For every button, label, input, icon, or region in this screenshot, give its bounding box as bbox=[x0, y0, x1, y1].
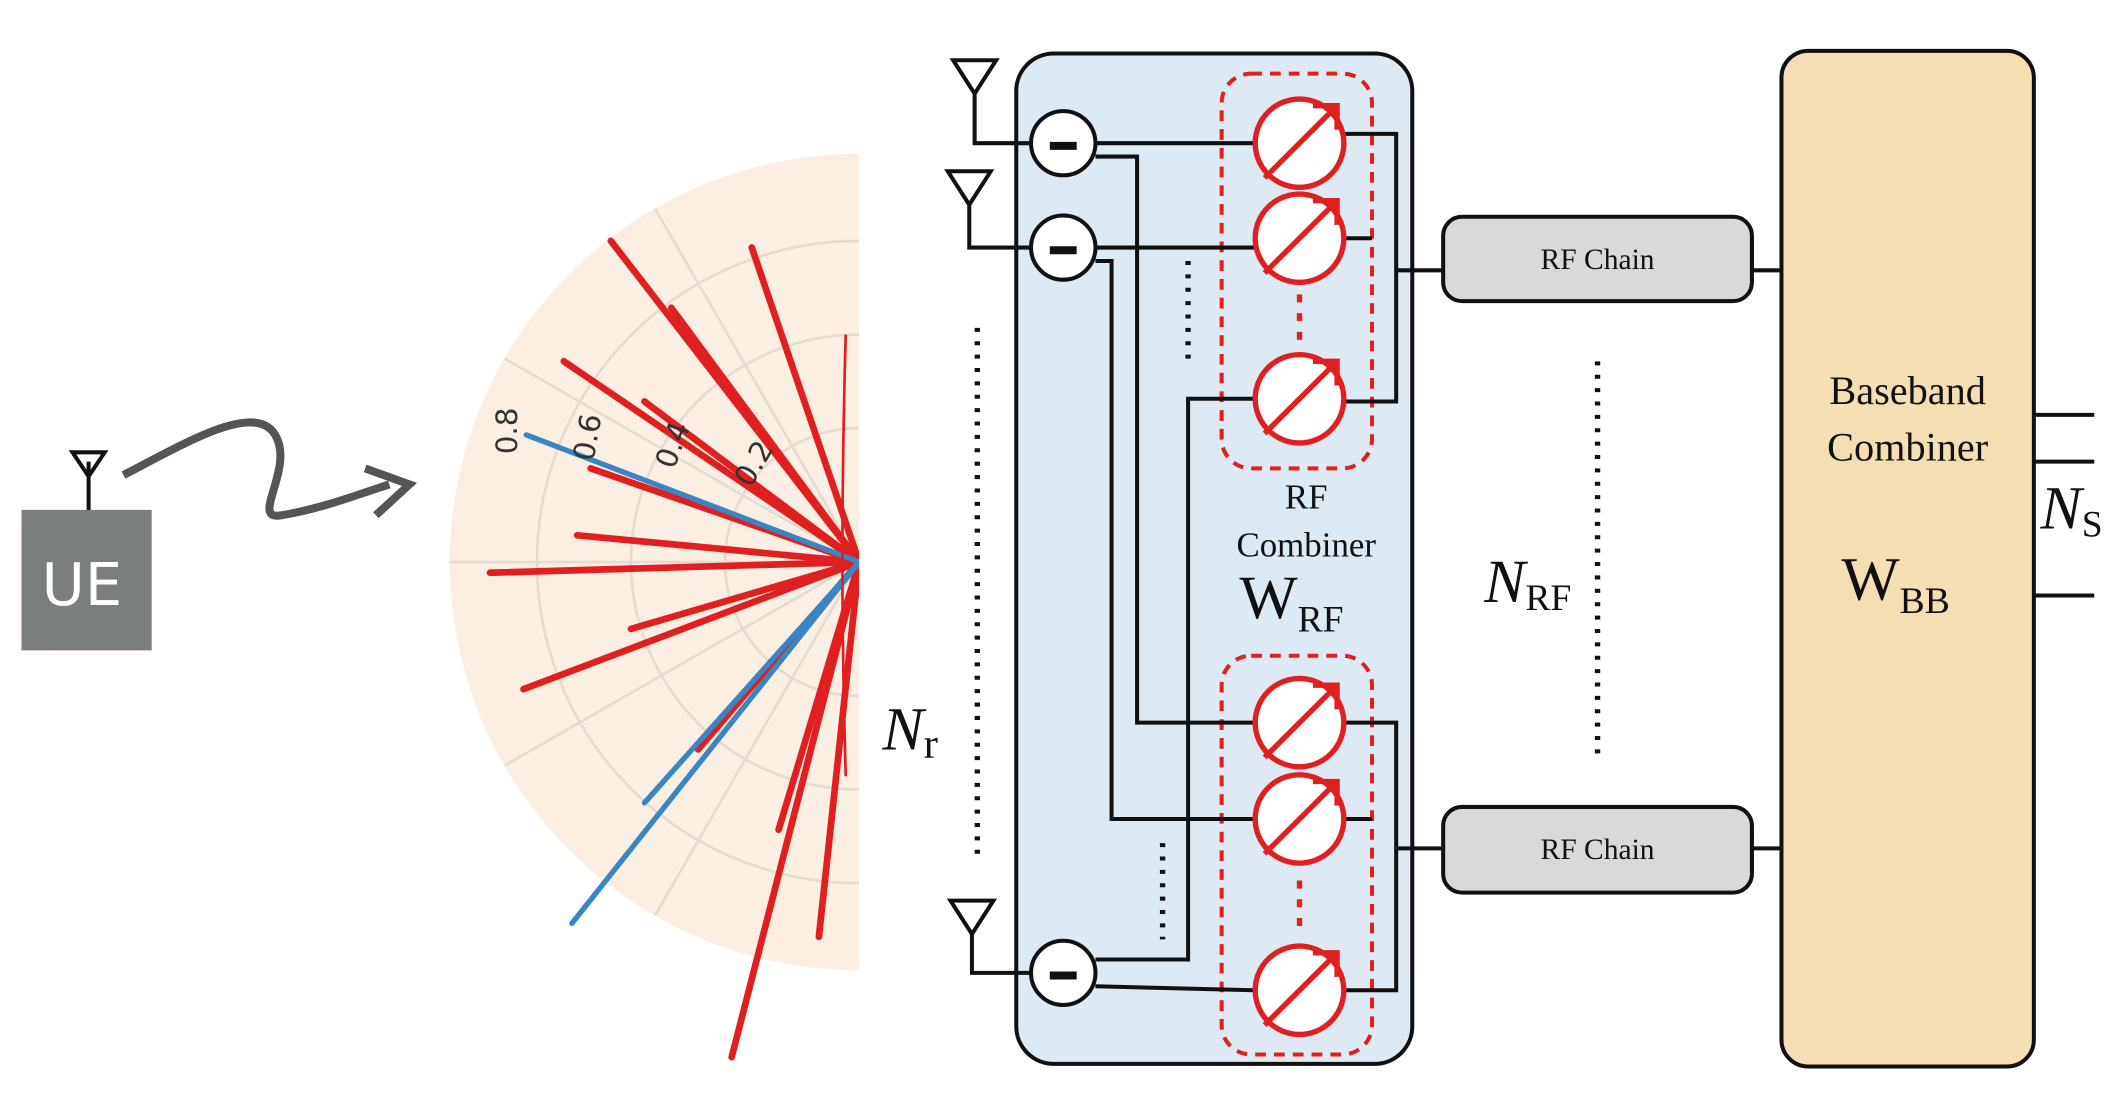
baseband-combiner: Baseband Combiner WBB NS bbox=[1781, 51, 2102, 1067]
count-subscript: r bbox=[924, 720, 938, 767]
rf-chains: RF Chain RF Chain NRF bbox=[1443, 217, 1781, 893]
matrix-symbol: W bbox=[1239, 564, 1298, 632]
stream-count: NS bbox=[2040, 475, 2103, 546]
rf-combiner-label: Combiner bbox=[1236, 526, 1376, 565]
rf-chain-label: RF Chain bbox=[1541, 834, 1655, 866]
count-symbol: N bbox=[2040, 475, 2085, 543]
rf-combiner-label: RF bbox=[1285, 478, 1328, 517]
matrix-subscript: RF bbox=[1298, 600, 1344, 641]
ring-label: 0.8 bbox=[490, 408, 524, 455]
diagram: UE 0.8 0.6 0.4 0.2 bbox=[0, 0, 2105, 1100]
ue-label: UE bbox=[42, 550, 123, 619]
ue: UE bbox=[21, 422, 409, 650]
count-subscript: S bbox=[2082, 505, 2103, 546]
rf-chain-count: NRF bbox=[1483, 548, 1571, 619]
rf-chain-label: RF Chain bbox=[1541, 244, 1655, 276]
matrix-subscript: BB bbox=[1900, 581, 1950, 622]
baseband-label: Baseband bbox=[1829, 368, 1986, 413]
matrix-symbol: W bbox=[1841, 546, 1900, 614]
count-symbol: N bbox=[1483, 548, 1528, 616]
baseband-label: Combiner bbox=[1827, 424, 1989, 469]
count-subscript: RF bbox=[1525, 578, 1571, 619]
count-symbol: N bbox=[881, 695, 926, 763]
